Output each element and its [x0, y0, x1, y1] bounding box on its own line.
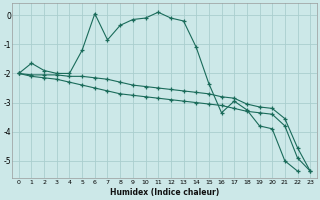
X-axis label: Humidex (Indice chaleur): Humidex (Indice chaleur)	[110, 188, 219, 197]
